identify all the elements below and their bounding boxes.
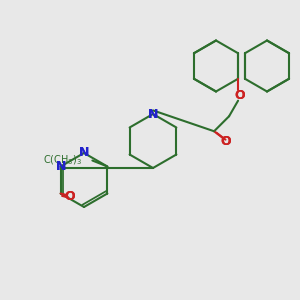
Text: O: O [64, 190, 75, 203]
Text: N: N [56, 160, 66, 173]
Text: N: N [56, 160, 66, 173]
Text: N: N [148, 107, 158, 121]
Text: N: N [79, 146, 89, 160]
Text: O: O [234, 89, 245, 102]
Text: C(CH$_3$)$_3$: C(CH$_3$)$_3$ [43, 154, 82, 167]
Text: O: O [64, 190, 75, 203]
Text: N: N [79, 146, 89, 160]
Text: N: N [148, 107, 158, 121]
Text: O: O [234, 89, 245, 102]
Text: O: O [221, 135, 231, 148]
Text: O: O [221, 135, 231, 148]
